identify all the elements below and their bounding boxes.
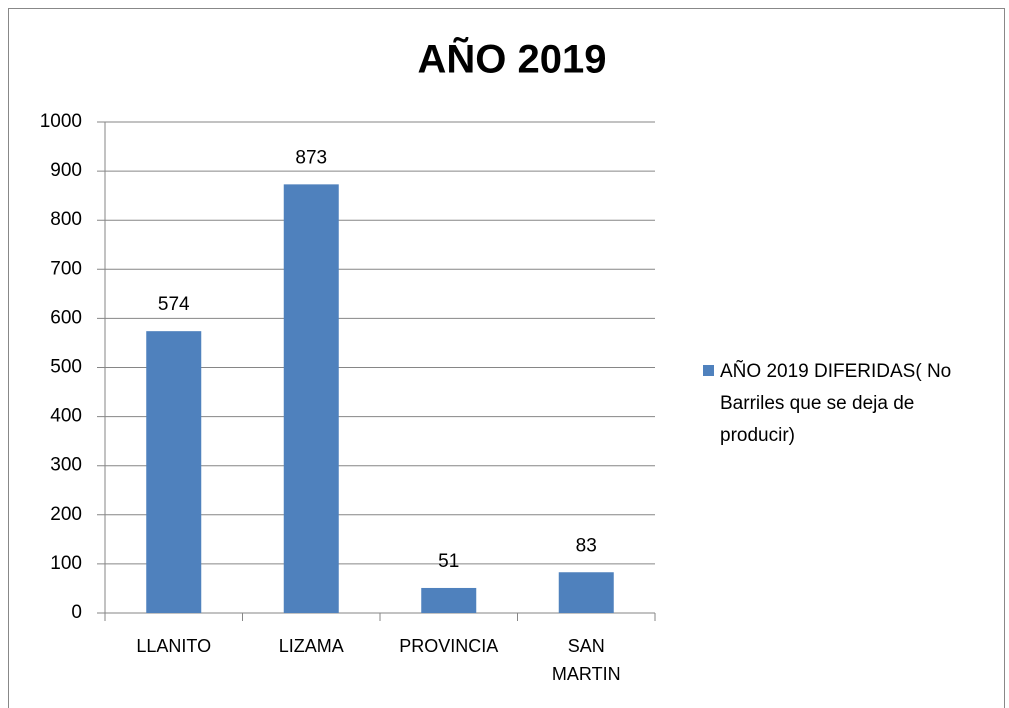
y-tick-label: 700 — [50, 258, 82, 279]
data-label: 83 — [576, 535, 597, 556]
bar — [146, 331, 202, 613]
y-tick-label: 0 — [71, 602, 82, 623]
y-tick-label: 600 — [50, 307, 82, 328]
y-tick-label: 300 — [50, 455, 82, 476]
y-tick-label: 400 — [50, 406, 82, 427]
x-tick-label: LIZAMA — [278, 636, 344, 656]
legend-label: AÑO 2019 DIFERIDAS( No Barriles que se d… — [720, 361, 952, 446]
bar — [558, 572, 614, 613]
y-tick-label: 500 — [50, 357, 82, 378]
bar — [283, 184, 339, 613]
y-tick-label: 100 — [50, 553, 82, 574]
y-tick-label: 800 — [50, 209, 82, 230]
y-tick-label: 200 — [50, 504, 82, 525]
x-tick-label: LLANITO — [136, 636, 212, 656]
x-tick-label: SAN MARTIN — [551, 636, 621, 684]
x-tick-label: PROVINCIA — [399, 636, 499, 656]
bar — [421, 587, 477, 613]
data-label: 51 — [438, 551, 459, 572]
data-label: 873 — [295, 147, 327, 168]
y-tick-label: 1000 — [40, 111, 82, 132]
chart-border — [8, 8, 1005, 708]
data-label: 574 — [158, 294, 190, 315]
y-tick-label: 900 — [50, 160, 82, 181]
legend-key — [703, 365, 714, 376]
chart-title: AÑO 2019 — [418, 36, 607, 82]
